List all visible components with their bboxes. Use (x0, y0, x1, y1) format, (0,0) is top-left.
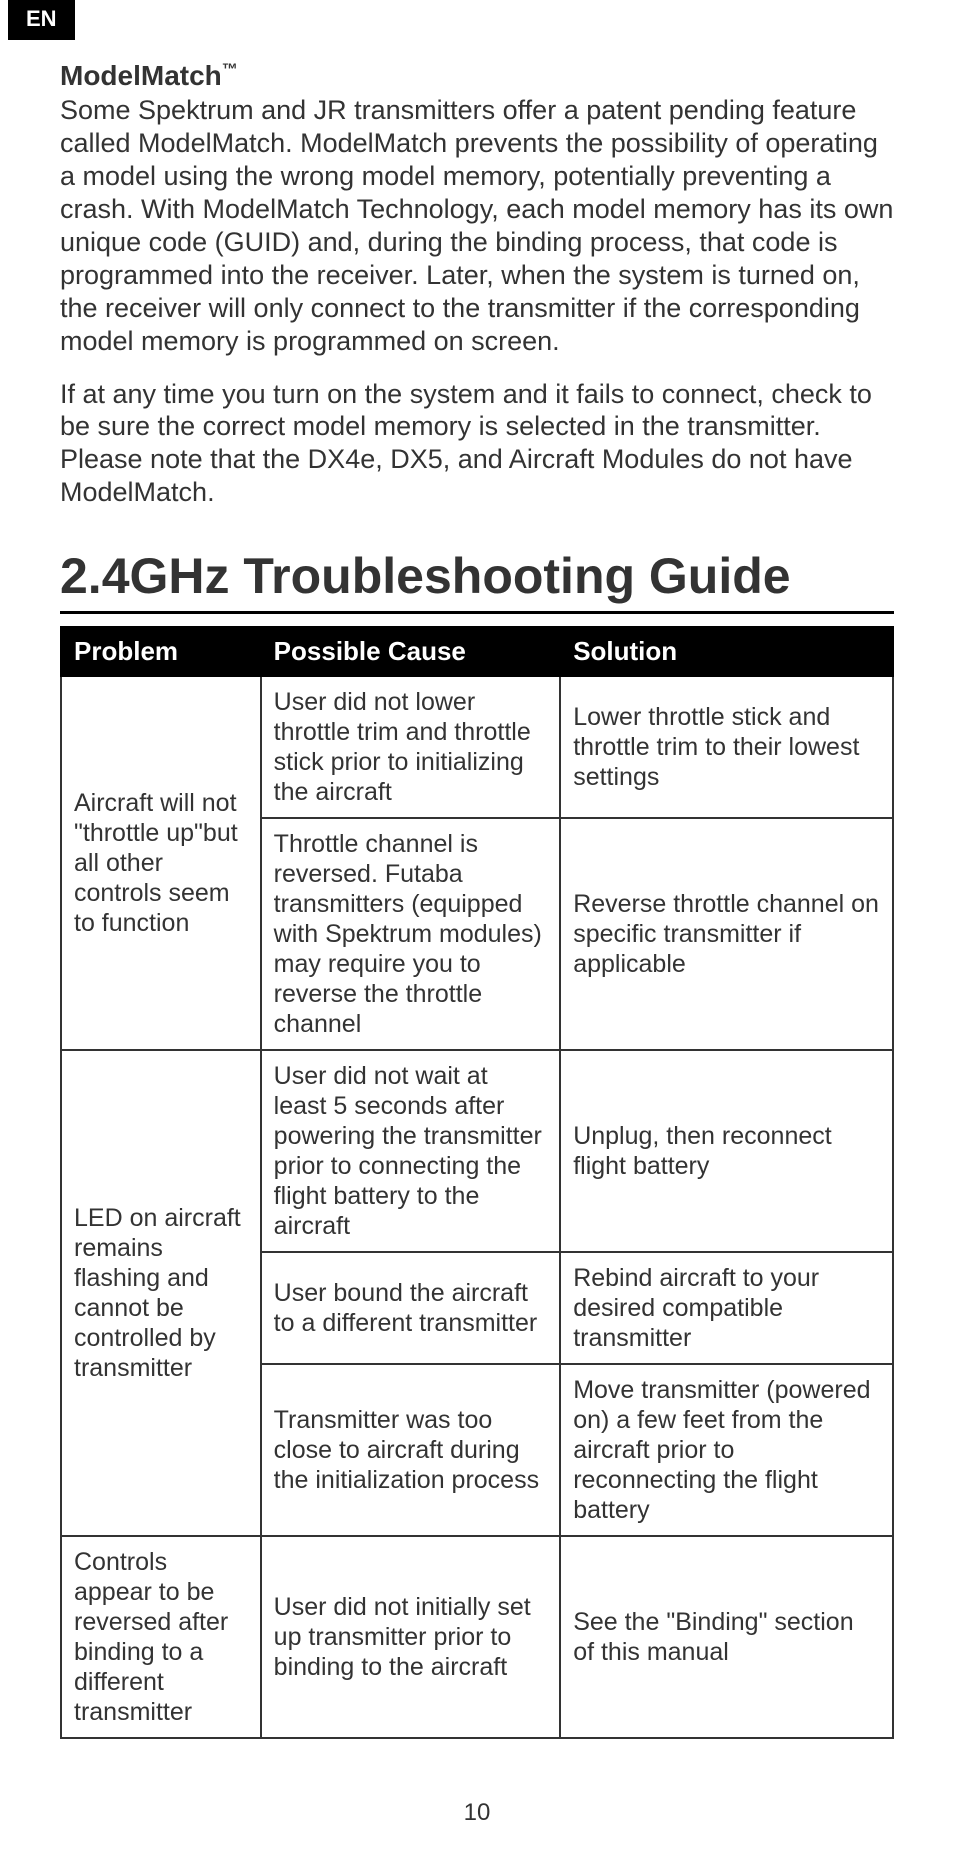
language-tab: EN (8, 0, 75, 40)
cause-cell: User did not wait at least 5 seconds aft… (261, 1050, 561, 1252)
header-solution: Solution (560, 627, 893, 676)
cause-cell: Throttle channel is reversed. Futaba tra… (261, 818, 561, 1050)
problem-cell: LED on aircraft remains flashing and can… (61, 1050, 261, 1536)
page-number: 10 (60, 1799, 894, 1827)
intro-paragraph-2: If at any time you turn on the system an… (60, 378, 894, 510)
solution-cell: Rebind aircraft to your desired compatib… (560, 1252, 893, 1364)
intro-paragraph-1: Some Spektrum and JR transmitters offer … (60, 94, 894, 358)
guide-heading: 2.4GHz Troubleshooting Guide (60, 547, 894, 614)
cause-cell: User did not initially set up transmitte… (261, 1536, 561, 1738)
section-title: ModelMatch™ (60, 60, 894, 92)
table-row: Aircraft will not "throttle up"but all o… (61, 676, 893, 818)
solution-cell: Reverse throttle channel on specific tra… (560, 818, 893, 1050)
cause-cell: User bound the aircraft to a different t… (261, 1252, 561, 1364)
table-row: LED on aircraft remains flashing and can… (61, 1050, 893, 1252)
table-row: Controls appear to be reversed after bin… (61, 1536, 893, 1738)
problem-cell: Aircraft will not "throttle up"but all o… (61, 676, 261, 1050)
section-title-text: ModelMatch (60, 60, 222, 91)
table-header-row: Problem Possible Cause Solution (61, 627, 893, 676)
troubleshooting-table: Problem Possible Cause Solution Aircraft… (60, 626, 894, 1739)
solution-cell: Lower throttle stick and throttle trim t… (560, 676, 893, 818)
problem-cell: Controls appear to be reversed after bin… (61, 1536, 261, 1738)
solution-cell: Unplug, then reconnect flight battery (560, 1050, 893, 1252)
header-problem: Problem (61, 627, 261, 676)
cause-cell: User did not lower throttle trim and thr… (261, 676, 561, 818)
cause-cell: Transmitter was too close to aircraft du… (261, 1364, 561, 1536)
solution-cell: See the "Binding" section of this manual (560, 1536, 893, 1738)
solution-cell: Move transmitter (powered on) a few feet… (560, 1364, 893, 1536)
trademark-symbol: ™ (222, 62, 238, 79)
page-content: ModelMatch™ Some Spektrum and JR transmi… (0, 40, 954, 1867)
header-cause: Possible Cause (261, 627, 561, 676)
